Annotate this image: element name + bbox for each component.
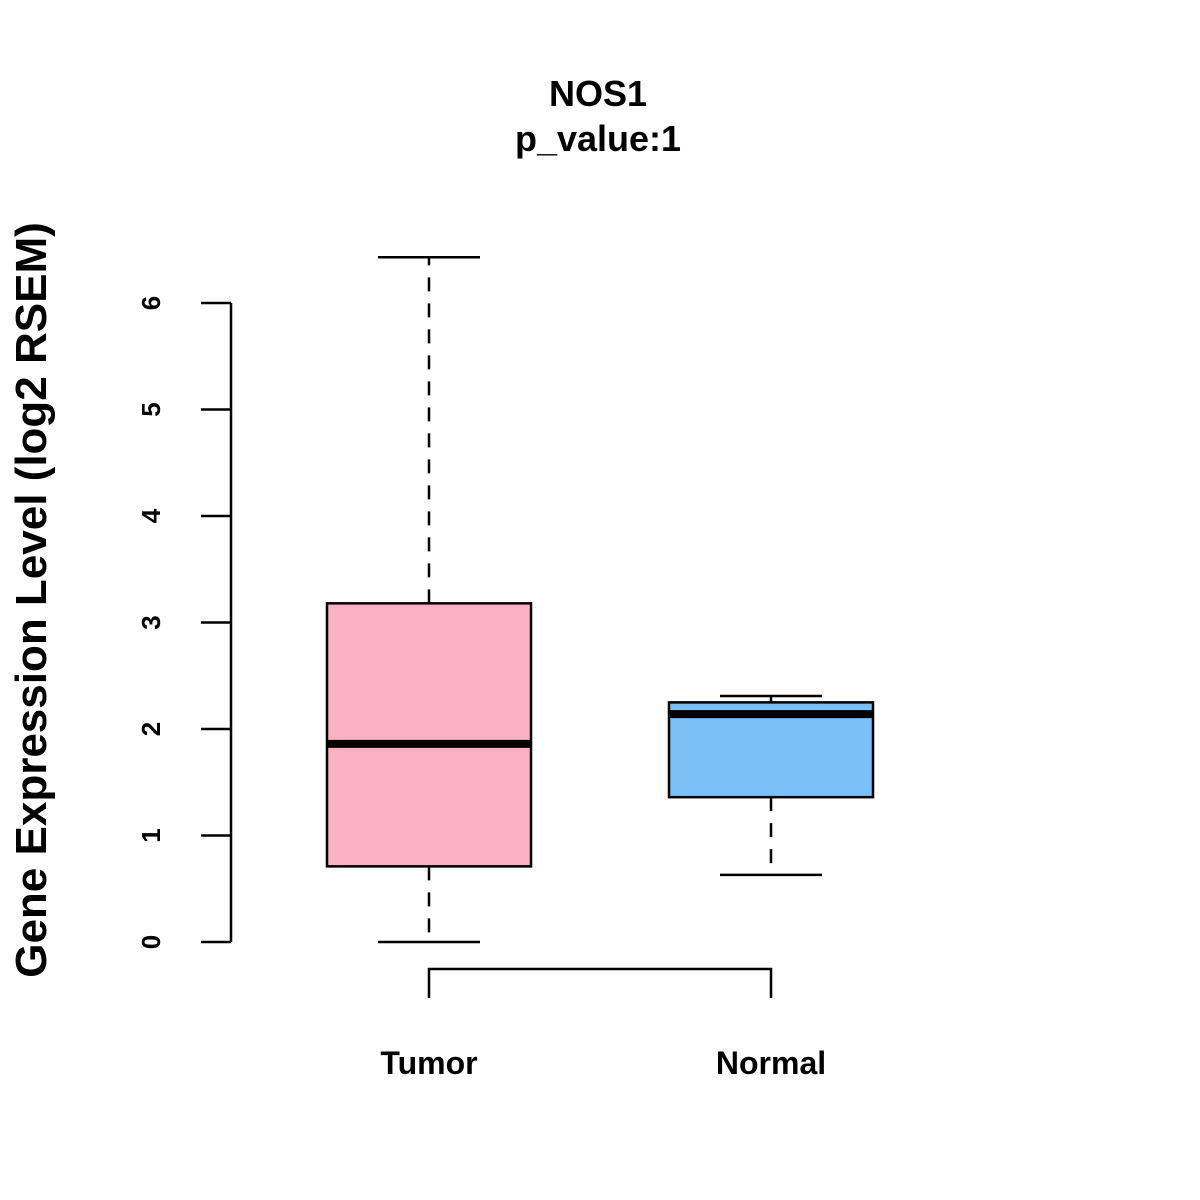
y-axis-label: Gene Expression Level (log2 RSEM) bbox=[7, 222, 56, 978]
chart-subtitle: p_value:1 bbox=[515, 118, 681, 159]
box-tumor bbox=[325, 255, 533, 944]
y-tick-label-3: 3 bbox=[136, 615, 166, 629]
x-axis-labels: Tumor Normal bbox=[380, 1045, 826, 1081]
y-tick-label-6: 6 bbox=[136, 296, 166, 310]
y-axis: 0 1 2 3 4 5 6 bbox=[136, 296, 233, 949]
bracket-line bbox=[427, 967, 773, 998]
y-tick-label-2: 2 bbox=[136, 722, 166, 736]
iqr-box bbox=[667, 701, 875, 799]
chart-title: NOS1 bbox=[549, 73, 647, 114]
x-label-normal: Normal bbox=[716, 1045, 826, 1081]
y-tick-label-0: 0 bbox=[136, 935, 166, 949]
boxes-group bbox=[325, 255, 875, 944]
y-tick-label-4: 4 bbox=[136, 508, 166, 523]
y-tick-label-5: 5 bbox=[136, 402, 166, 416]
box-normal bbox=[667, 694, 875, 877]
y-tick-label-1: 1 bbox=[136, 828, 166, 842]
iqr-box bbox=[325, 602, 533, 868]
x-label-tumor: Tumor bbox=[380, 1045, 477, 1081]
group-bracket bbox=[427, 967, 773, 998]
